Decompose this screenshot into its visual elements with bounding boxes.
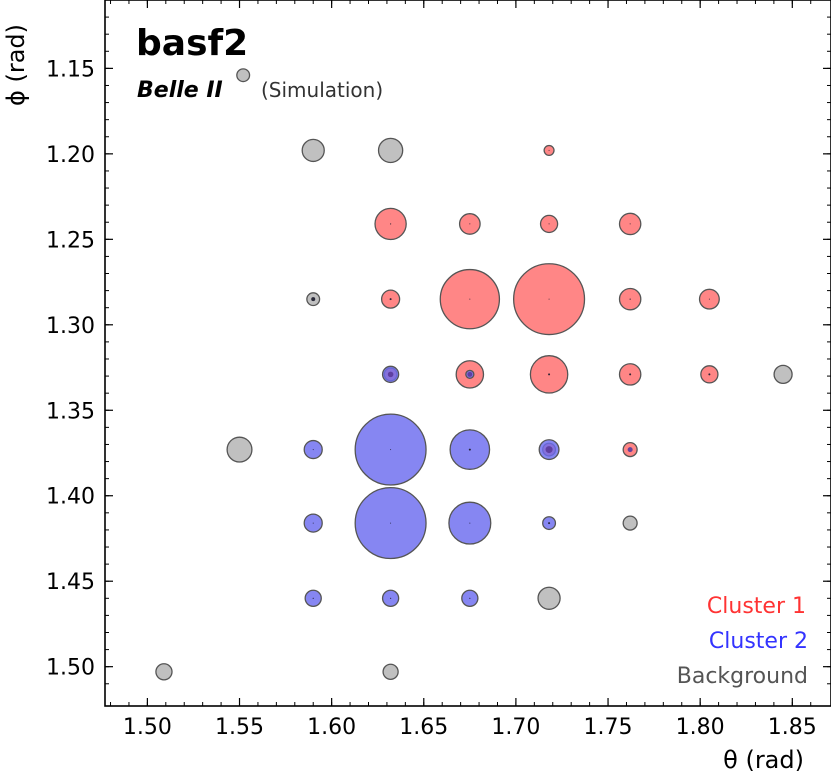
y-axis-label: ϕ (rad) bbox=[2, 24, 30, 106]
y-tick-label: 1.20 bbox=[46, 143, 95, 168]
x-tick-label: 1.55 bbox=[215, 715, 264, 740]
x-tick-label: 1.80 bbox=[676, 715, 725, 740]
background-point bbox=[622, 515, 638, 531]
legend-cluster-2: Cluster 2 bbox=[709, 629, 808, 654]
background-point bbox=[236, 68, 251, 83]
hit-marker-point bbox=[469, 298, 471, 300]
y-tick-label: 1.40 bbox=[46, 485, 95, 510]
x-tick-label: 1.50 bbox=[123, 715, 172, 740]
x-tick-label: 1.85 bbox=[768, 715, 817, 740]
x-tick-label: 1.60 bbox=[307, 715, 356, 740]
hit-marker-point bbox=[468, 448, 471, 451]
hit-marker-point bbox=[629, 373, 632, 376]
hit-marker-point bbox=[312, 522, 314, 524]
hit-marker-point bbox=[548, 522, 551, 525]
chart-subtitle: Belle II bbox=[137, 78, 223, 103]
axis-ticks: 1.50 1.55 1.60 1.65 1.70 1.75 1.80 1.85 1.15 1.20… bbox=[46, 0, 831, 740]
hit-marker-point bbox=[548, 373, 551, 376]
hit-marker-point bbox=[311, 297, 316, 302]
hit-marker-point bbox=[629, 223, 631, 225]
hit-marker-point bbox=[389, 298, 392, 301]
hit-marker-point bbox=[708, 373, 711, 376]
hit-marker-point bbox=[390, 449, 392, 451]
background-point bbox=[382, 663, 399, 680]
background-point bbox=[301, 138, 325, 163]
x-tick-label: 1.75 bbox=[584, 715, 633, 740]
hit-marker-point bbox=[312, 449, 314, 451]
x-tick-label: 1.65 bbox=[399, 715, 448, 740]
x-tick-label: 1.70 bbox=[491, 715, 540, 740]
hit-marker-point bbox=[548, 298, 550, 300]
background-point bbox=[226, 436, 253, 463]
hit-marker-point bbox=[390, 223, 392, 225]
hit-marker-point bbox=[469, 597, 471, 599]
hit-marker-point bbox=[469, 223, 471, 225]
chart-title: basf2 bbox=[136, 23, 248, 64]
y-tick-label: 1.50 bbox=[46, 656, 95, 681]
legend-background: Background bbox=[677, 664, 808, 689]
chart-subtitle-note: (Simulation) bbox=[261, 78, 383, 102]
background-point bbox=[377, 137, 404, 164]
chart-marks bbox=[155, 68, 793, 681]
background-point bbox=[537, 586, 561, 610]
hit-marker-point bbox=[627, 447, 633, 453]
y-tick-label: 1.45 bbox=[46, 570, 95, 595]
hit-marker-point bbox=[629, 298, 631, 300]
background-point bbox=[155, 663, 173, 681]
hit-marker-point bbox=[469, 522, 471, 524]
background-point bbox=[773, 364, 793, 385]
y-tick-label: 1.30 bbox=[46, 314, 95, 339]
hit-marker-point bbox=[467, 371, 473, 377]
hit-marker-point bbox=[708, 298, 710, 300]
hit-marker-point bbox=[390, 522, 392, 524]
hit-marker-point bbox=[387, 371, 394, 378]
hit-marker-point bbox=[390, 597, 392, 599]
y-tick-label: 1.35 bbox=[46, 399, 95, 424]
plot-frame bbox=[104, 0, 831, 707]
y-tick-label: 1.15 bbox=[46, 57, 95, 82]
hit-marker-point bbox=[548, 149, 550, 151]
legend-cluster-1: Cluster 1 bbox=[707, 594, 806, 619]
hit-marker-point bbox=[312, 597, 314, 599]
hit-marker-point bbox=[548, 223, 550, 225]
x-axis-label: θ (rad) bbox=[723, 746, 804, 774]
y-tick-label: 1.25 bbox=[46, 228, 95, 253]
hit-marker-point bbox=[545, 446, 553, 454]
